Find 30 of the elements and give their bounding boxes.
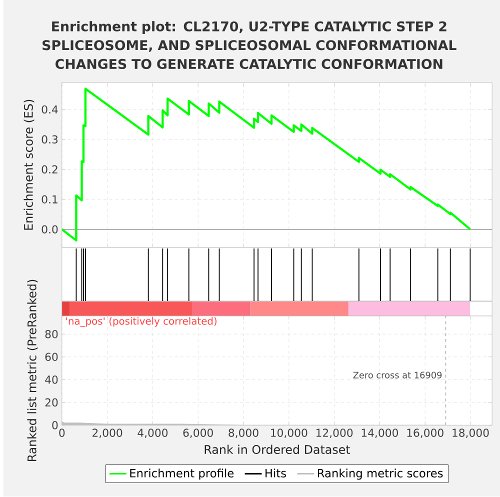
y-tick-label: 0.3 (42, 135, 58, 144)
y-tick-label: 0.4 (42, 105, 58, 114)
text: Hits (266, 468, 286, 478)
y-axis-title: Enrichment score (ES) (24, 100, 34, 230)
annotation: 'na_pos' (positively correlated) (66, 317, 216, 328)
x-tick-label: 16,000 (407, 428, 444, 438)
y-tick-label: 40 (45, 376, 58, 384)
y-tick-label: 20 (45, 398, 58, 407)
text: Enrichment profile (130, 468, 234, 480)
annotation: Zero cross at 16909 (353, 372, 442, 379)
x-tick-label: 14,000 (362, 428, 398, 438)
y-tick-label: 0.0 (42, 225, 58, 234)
y-tick-label: 0.2 (42, 165, 58, 174)
y-tick-label: 0.1 (42, 195, 58, 204)
legend-label: Ranking metric scores (318, 468, 443, 480)
line-series (62, 88, 472, 242)
x-tick-label: 2,000 (92, 428, 122, 438)
x-tick-label: 4,000 (138, 428, 168, 438)
x-tick-label: 0 (59, 428, 65, 438)
x-tick-label: 18,000 (452, 428, 489, 438)
x-axis-title: Rank in Ordered Dataset (204, 444, 350, 454)
x-tick-label: 12,000 (316, 428, 353, 438)
y-axis-title: Ranked list metric (PreRanked) (27, 280, 38, 462)
x-tick-label: 6,000 (183, 428, 213, 438)
y-tick-label: 60 (45, 352, 58, 362)
chart-title: Enrichment plot: CL2170, U2-TYPE CATALYTIC STEP 2 SPLICEOSOME, AND SPLICEOSOMAL CONFORMATIONAL CHANGES TO GENERATE CATALYTIC CONFORMATION (42, 21, 456, 70)
y-tick-label: 80 (45, 330, 58, 338)
y-tick-label: 0 (52, 421, 58, 430)
x-tick-label: 10,000 (271, 428, 308, 438)
x-tick-label: 8,000 (228, 428, 258, 438)
